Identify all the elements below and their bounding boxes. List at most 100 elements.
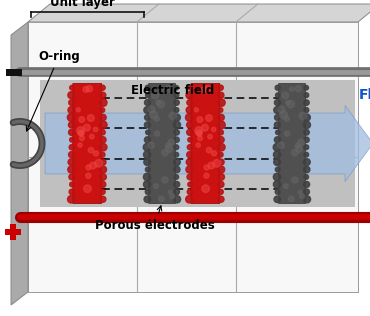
FancyBboxPatch shape: [191, 83, 220, 204]
Circle shape: [292, 177, 298, 183]
Circle shape: [100, 85, 105, 90]
Circle shape: [174, 114, 181, 121]
Bar: [10, 224, 16, 240]
Circle shape: [70, 85, 74, 90]
Circle shape: [90, 162, 97, 169]
Circle shape: [67, 114, 75, 121]
Circle shape: [295, 145, 302, 152]
Circle shape: [100, 181, 106, 187]
Circle shape: [273, 173, 281, 181]
Circle shape: [304, 145, 309, 149]
Circle shape: [186, 159, 193, 165]
Circle shape: [212, 151, 216, 156]
Circle shape: [174, 130, 179, 135]
Text: Unit layer: Unit layer: [50, 0, 115, 9]
Circle shape: [170, 194, 175, 199]
Circle shape: [70, 182, 74, 187]
Circle shape: [162, 177, 168, 183]
Circle shape: [275, 137, 280, 143]
Circle shape: [69, 145, 74, 150]
Circle shape: [174, 189, 179, 195]
Circle shape: [292, 149, 298, 156]
Circle shape: [143, 143, 151, 151]
Circle shape: [68, 166, 75, 173]
Circle shape: [148, 142, 154, 149]
Circle shape: [79, 117, 85, 123]
Circle shape: [204, 173, 209, 178]
Circle shape: [304, 107, 309, 112]
Circle shape: [194, 108, 198, 112]
Circle shape: [275, 85, 280, 90]
Text: O-ring: O-ring: [26, 50, 80, 131]
Circle shape: [218, 130, 223, 135]
Bar: [40, 80, 355, 207]
Circle shape: [100, 166, 107, 173]
Circle shape: [86, 165, 91, 170]
Circle shape: [273, 151, 280, 158]
Circle shape: [303, 121, 310, 129]
Circle shape: [212, 127, 216, 132]
Circle shape: [83, 87, 89, 92]
Circle shape: [275, 122, 280, 128]
Circle shape: [275, 167, 280, 172]
Circle shape: [100, 92, 106, 98]
Circle shape: [218, 114, 224, 121]
Circle shape: [276, 93, 280, 97]
Circle shape: [186, 106, 193, 113]
Circle shape: [159, 196, 164, 202]
Circle shape: [155, 131, 160, 136]
Circle shape: [188, 182, 192, 187]
Circle shape: [218, 174, 225, 180]
Circle shape: [69, 100, 75, 106]
Circle shape: [218, 121, 225, 129]
Circle shape: [295, 86, 301, 92]
Circle shape: [284, 116, 289, 121]
Circle shape: [144, 173, 151, 181]
Circle shape: [68, 92, 75, 99]
Circle shape: [144, 106, 151, 113]
Circle shape: [218, 152, 223, 157]
Circle shape: [304, 86, 309, 90]
Circle shape: [154, 184, 158, 189]
Circle shape: [218, 166, 225, 173]
Circle shape: [90, 134, 94, 139]
Circle shape: [144, 100, 151, 106]
Circle shape: [304, 93, 309, 98]
Circle shape: [218, 108, 223, 112]
Circle shape: [100, 189, 105, 194]
Circle shape: [300, 194, 305, 199]
Circle shape: [287, 100, 295, 108]
Circle shape: [100, 152, 105, 157]
Circle shape: [276, 130, 280, 135]
Circle shape: [278, 106, 285, 113]
Circle shape: [304, 189, 309, 195]
Circle shape: [100, 114, 106, 121]
Circle shape: [86, 86, 92, 92]
Circle shape: [174, 86, 178, 90]
Circle shape: [144, 159, 151, 166]
Circle shape: [274, 159, 280, 166]
Circle shape: [100, 143, 107, 151]
Circle shape: [159, 87, 164, 92]
Circle shape: [100, 99, 107, 106]
Circle shape: [93, 151, 98, 156]
Circle shape: [197, 131, 202, 136]
Circle shape: [197, 117, 203, 123]
Circle shape: [304, 130, 309, 135]
Circle shape: [185, 114, 193, 121]
Circle shape: [187, 129, 193, 135]
Circle shape: [165, 143, 171, 148]
Circle shape: [88, 148, 94, 153]
Circle shape: [174, 181, 180, 187]
Text: Electric field: Electric field: [131, 83, 214, 96]
Circle shape: [68, 106, 75, 113]
Circle shape: [275, 100, 280, 106]
Circle shape: [304, 181, 310, 187]
Circle shape: [68, 122, 75, 128]
Circle shape: [174, 152, 179, 157]
Circle shape: [84, 185, 91, 192]
Circle shape: [186, 92, 193, 99]
Circle shape: [154, 116, 159, 121]
Circle shape: [157, 100, 165, 108]
Circle shape: [206, 148, 212, 153]
